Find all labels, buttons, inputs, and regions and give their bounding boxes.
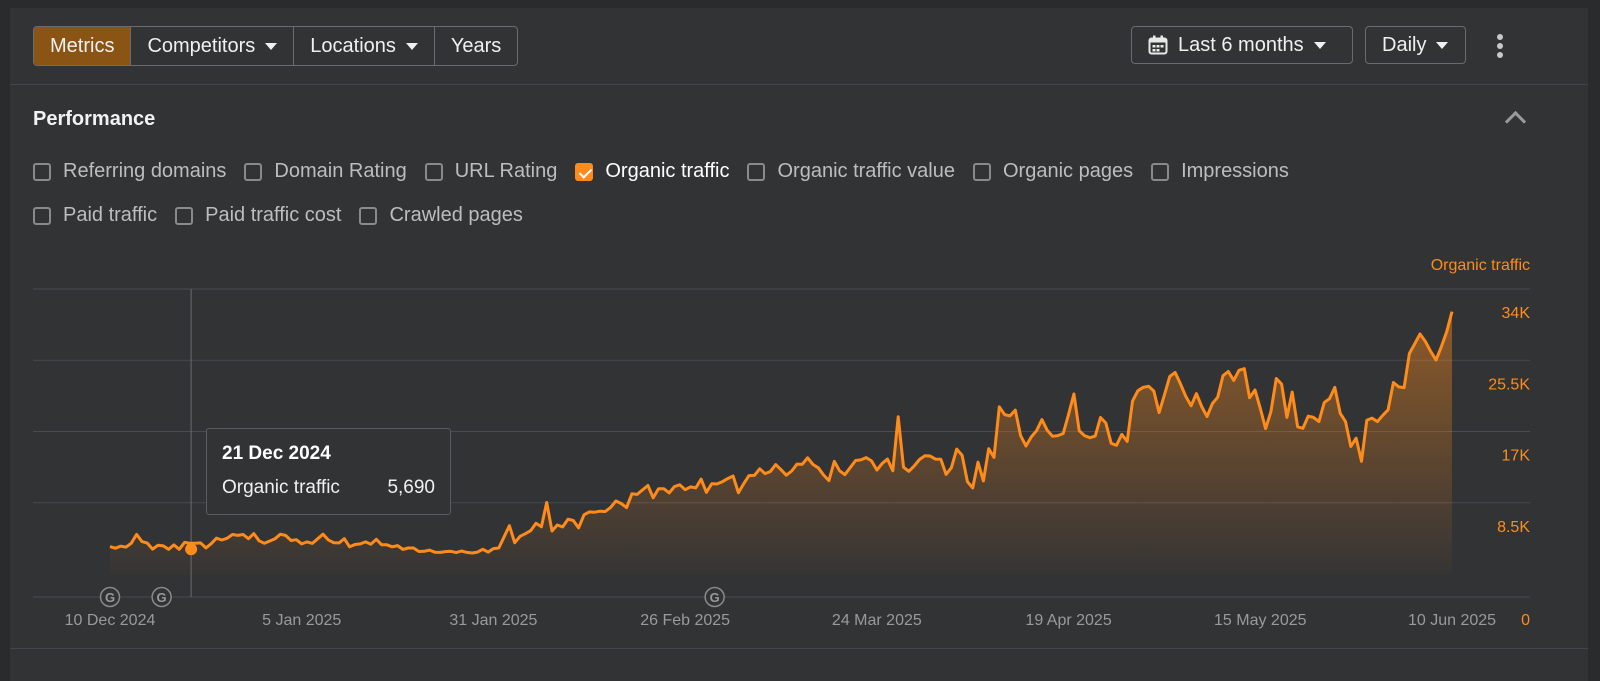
checkbox-label: Impressions — [1181, 160, 1289, 182]
google-update-marker[interactable]: G — [704, 586, 725, 608]
checkbox-box[interactable] — [33, 206, 51, 225]
tab-metrics-label: Metrics — [50, 35, 115, 57]
checkbox-impressions[interactable]: Impressions — [1151, 160, 1289, 183]
checkbox-box[interactable] — [1151, 162, 1170, 181]
tab-competitors-label: Competitors — [147, 35, 256, 57]
x-tick-label: 10 Dec 2024 — [65, 612, 156, 629]
checkbox-label: Organic traffic value — [777, 160, 955, 182]
y-axis-title: Organic traffic — [1431, 257, 1530, 274]
tooltip-row: Organic traffic 5,690 — [222, 477, 435, 499]
y-tick-label: 34K — [1502, 305, 1531, 322]
metrics-row-2: Paid traffic Paid traffic cost Crawled p… — [33, 204, 523, 227]
checkbox-paid-traffic-cost[interactable]: Paid traffic cost — [175, 204, 341, 227]
marker-circle[interactable] — [99, 586, 121, 608]
checkbox-label: Organic pages — [1002, 160, 1134, 182]
toolbar: Metrics Competitors Locations Years Last… — [10, 8, 1588, 85]
checkbox-url-rating[interactable]: URL Rating — [424, 160, 558, 183]
checkbox-box[interactable] — [244, 162, 263, 181]
y-tick-label: 25.5K — [1488, 376, 1530, 393]
checkbox-box[interactable] — [972, 162, 991, 181]
kebab-icon[interactable] — [1496, 34, 1504, 58]
checkbox-label: Domain Rating — [274, 160, 407, 182]
chevron-down-icon — [1436, 41, 1449, 49]
metrics-row-1: Referring domains Domain Rating URL Rati… — [33, 160, 1289, 183]
divider — [10, 648, 1588, 649]
checkbox-label: Organic traffic — [605, 160, 730, 182]
chevron-down-icon — [405, 42, 418, 50]
x-tick-label: 15 May 2025 — [1214, 612, 1307, 629]
period-label: Last 6 months — [1178, 33, 1304, 56]
checkbox-box[interactable] — [424, 162, 443, 181]
chevron-down-icon — [265, 42, 278, 50]
calendar-icon — [1148, 35, 1168, 55]
checkbox-box[interactable] — [175, 206, 194, 225]
chart-tooltip: 21 Dec 2024 Organic traffic 5,690 — [206, 428, 451, 515]
marker-circle[interactable] — [704, 586, 725, 608]
checkbox-label: Paid traffic cost — [205, 204, 342, 226]
marker-circle[interactable] — [151, 586, 172, 608]
google-update-marker[interactable]: G — [99, 586, 121, 608]
organic-traffic-chart: 0 8.5K 17K 25.5K 34K Organic traffic 10 Dec … — [33, 257, 1530, 629]
x-tick-label: 10 Jun 2025 — [1408, 612, 1496, 629]
checkbox-organic-traffic-value[interactable]: Organic traffic value — [747, 160, 955, 183]
checkbox-box-checked[interactable] — [575, 162, 594, 181]
tab-locations[interactable]: Locations — [294, 27, 435, 65]
x-tick-label: 26 Feb 2025 — [640, 612, 730, 629]
checkbox-label: Referring domains — [63, 160, 227, 182]
checkbox-referring-domains[interactable]: Referring domains — [33, 160, 226, 183]
x-tick-label: 24 Mar 2025 — [832, 612, 922, 629]
tab-years[interactable]: Years — [435, 27, 517, 65]
view-tabs: Metrics Competitors Locations Years — [33, 26, 519, 66]
series-area — [110, 311, 1452, 574]
interval-dropdown[interactable]: Daily — [1365, 26, 1466, 64]
checkbox-label: Crawled pages — [389, 204, 523, 226]
y-tick-label: 0 — [1521, 612, 1530, 629]
y-tick-label: 8.5K — [1497, 519, 1530, 536]
tab-metrics[interactable]: Metrics — [34, 27, 132, 65]
checkbox-label: Paid traffic — [63, 204, 158, 226]
tooltip-date: 21 Dec 2024 — [222, 443, 331, 464]
checkbox-paid-traffic[interactable]: Paid traffic — [33, 204, 157, 227]
tab-years-label: Years — [450, 35, 502, 57]
y-axis-labels: 0 8.5K 17K 25.5K 34K — [1488, 305, 1530, 629]
marker-label: G — [105, 590, 115, 605]
checkbox-domain-rating[interactable]: Domain Rating — [244, 160, 407, 183]
checkbox-crawled-pages[interactable]: Crawled pages — [359, 204, 523, 227]
tab-locations-label: Locations — [310, 35, 396, 57]
google-update-marker[interactable]: G — [151, 586, 172, 608]
checkbox-box[interactable] — [359, 206, 378, 225]
x-tick-label: 31 Jan 2025 — [449, 612, 537, 629]
interval-label: Daily — [1382, 33, 1427, 56]
section-title: Performance — [33, 108, 156, 130]
tooltip-value: 5,690 — [387, 477, 435, 498]
series-line-organic-traffic[interactable] — [109, 311, 1454, 555]
tooltip-series: Organic traffic — [222, 477, 340, 498]
checkbox-organic-pages[interactable]: Organic pages — [972, 160, 1134, 183]
marker-label: G — [710, 590, 720, 605]
y-tick-label: 17K — [1502, 448, 1531, 465]
checkbox-label: URL Rating — [454, 160, 558, 182]
x-tick-label: 19 Apr 2025 — [1025, 612, 1111, 629]
highlighted-point[interactable] — [185, 543, 198, 556]
checkbox-organic-traffic[interactable]: Organic traffic — [575, 160, 729, 183]
x-axis-labels: 10 Dec 2024 5 Jan 2025 31 Jan 2025 26 Feb 2… — [65, 612, 1497, 629]
tab-competitors[interactable]: Competitors — [131, 27, 295, 65]
period-dropdown[interactable]: Last 6 months — [1131, 26, 1353, 64]
checkbox-box[interactable] — [33, 162, 51, 181]
checkbox-box[interactable] — [747, 162, 766, 181]
x-tick-label: 5 Jan 2025 — [262, 612, 341, 629]
chevron-down-icon — [1313, 41, 1326, 49]
panel: Metrics Competitors Locations Years Last… — [10, 8, 1588, 681]
marker-label: G — [157, 590, 167, 605]
